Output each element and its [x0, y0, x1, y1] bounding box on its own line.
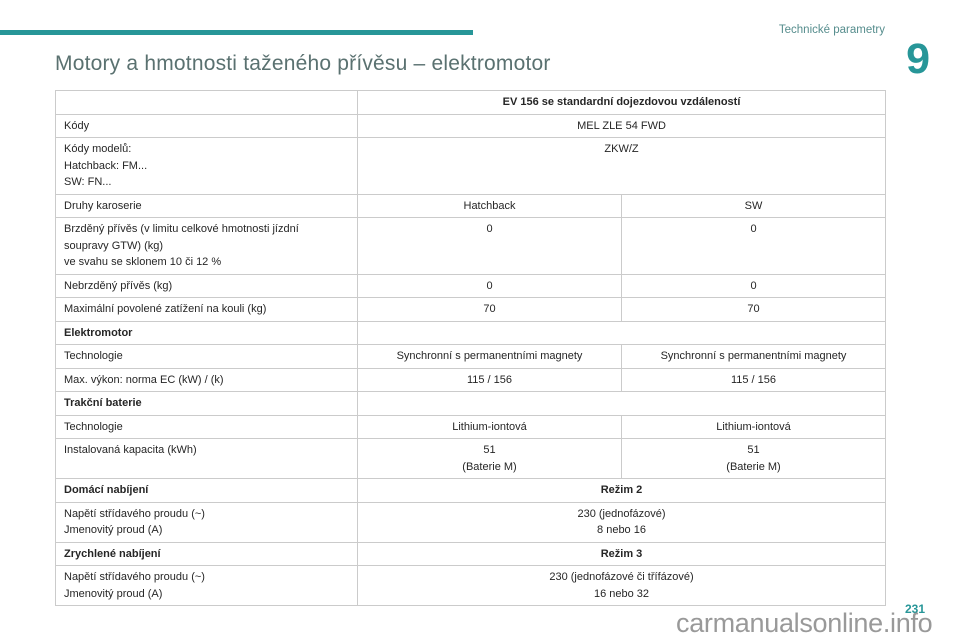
page-title: Motory a hmotnosti taženého přívěsu – el…	[55, 52, 551, 75]
table-row: Napětí střídavého proudu (~) Jmenovitý p…	[55, 501, 887, 543]
table-row: Kódy modelů: Hatchback: FM... SW: FN... …	[55, 137, 887, 195]
section-label: Technické parametry	[778, 24, 885, 36]
table-row: Kódy MEL ZLE 54 FWD	[55, 113, 887, 138]
section-row-label: Zrychlené nabíjení	[55, 541, 358, 566]
row-value-sw: 0	[620, 273, 887, 298]
row-label: Kódy modelů: Hatchback: FM... SW: FN...	[55, 137, 358, 195]
table-section-row: Zrychlené nabíjení Režim 3	[55, 541, 887, 566]
section-row-label: Elektromotor	[55, 320, 358, 345]
section-row-value: Režim 3	[356, 541, 887, 566]
row-value-sw: Lithium-iontová	[620, 414, 887, 439]
row-value-hatchback: Synchronní s permanentními magnety	[357, 344, 622, 369]
page-number: 231	[905, 602, 926, 616]
table-section-row: Trakční baterie	[55, 391, 887, 416]
row-label: Kódy	[55, 113, 358, 138]
row-value-sw: 115 / 156	[620, 367, 887, 392]
section-row-value: Režim 2	[356, 478, 887, 503]
watermark: carmanualsonline.info	[676, 608, 933, 638]
row-value-sw: 51 (Baterie M)	[620, 438, 887, 479]
table-row: Instalovaná kapacita (kWh) 51 (Baterie M…	[55, 438, 887, 479]
row-value-sw: 70	[620, 297, 887, 322]
row-label: Maximální povolené zatížení na kouli (kg…	[55, 297, 358, 322]
row-value-sw: Synchronní s permanentními magnety	[620, 344, 887, 369]
section-row-empty	[356, 320, 887, 345]
row-label: Max. výkon: norma EC (kW) / (k)	[55, 367, 358, 392]
row-value-hatchback: Hatchback	[357, 193, 622, 218]
row-value-hatchback: 115 / 156	[357, 367, 622, 392]
table-row: Nebrzděný přívěs (kg) 0 0	[55, 273, 887, 298]
row-value-sw: SW	[620, 193, 887, 218]
row-label: Napětí střídavého proudu (~) Jmenovitý p…	[55, 501, 358, 543]
table-row-header: EV 156 se standardní dojezdovou vzdáleno…	[55, 90, 887, 115]
row-label: Instalovaná kapacita (kWh)	[55, 438, 358, 479]
table-row: Technologie Lithium-iontová Lithium-iont…	[55, 414, 887, 439]
table-section-row: Domácí nabíjení Režim 2	[55, 478, 887, 503]
row-value: ZKW/Z	[356, 137, 887, 195]
section-row-empty	[356, 391, 887, 416]
row-value: 230 (jednofázové či třífázové) 16 nebo 3…	[356, 565, 887, 606]
row-value-hatchback: 70	[357, 297, 622, 322]
table-row: Druhy karoserie Hatchback SW	[55, 193, 887, 218]
row-value-hatchback: 51 (Baterie M)	[357, 438, 622, 479]
table-row: Napětí střídavého proudu (~) Jmenovitý p…	[55, 565, 887, 606]
row-value-hatchback: 0	[357, 273, 622, 298]
accent-bar	[0, 30, 473, 35]
row-label: Technologie	[55, 344, 358, 369]
table-row: Brzděný přívěs (v limitu celkové hmotnos…	[55, 217, 887, 275]
row-label: Druhy karoserie	[55, 193, 358, 218]
row-value: 230 (jednofázové) 8 nebo 16	[356, 501, 887, 543]
section-row-label: Domácí nabíjení	[55, 478, 358, 503]
table-row: Technologie Synchronní s permanentními m…	[55, 344, 887, 369]
row-value-sw: 0	[620, 217, 887, 275]
table-row: Maximální povolené zatížení na kouli (kg…	[55, 297, 887, 322]
column-header: EV 156 se standardní dojezdovou vzdáleno…	[356, 90, 887, 115]
row-value: MEL ZLE 54 FWD	[356, 113, 887, 138]
table-section-row: Elektromotor	[55, 320, 887, 345]
chapter-number: 9	[906, 35, 930, 83]
row-value-hatchback: Lithium-iontová	[357, 414, 622, 439]
row-label: Napětí střídavého proudu (~) Jmenovitý p…	[55, 565, 358, 606]
row-label: Brzděný přívěs (v limitu celkové hmotnos…	[55, 217, 358, 275]
row-label	[55, 90, 358, 115]
section-row-label: Trakční baterie	[55, 391, 358, 416]
row-value-hatchback: 0	[357, 217, 622, 275]
row-label: Technologie	[55, 414, 358, 439]
row-label: Nebrzděný přívěs (kg)	[55, 273, 358, 298]
spec-table: EV 156 se standardní dojezdovou vzdáleno…	[55, 90, 887, 606]
table-row: Max. výkon: norma EC (kW) / (k) 115 / 15…	[55, 367, 887, 392]
